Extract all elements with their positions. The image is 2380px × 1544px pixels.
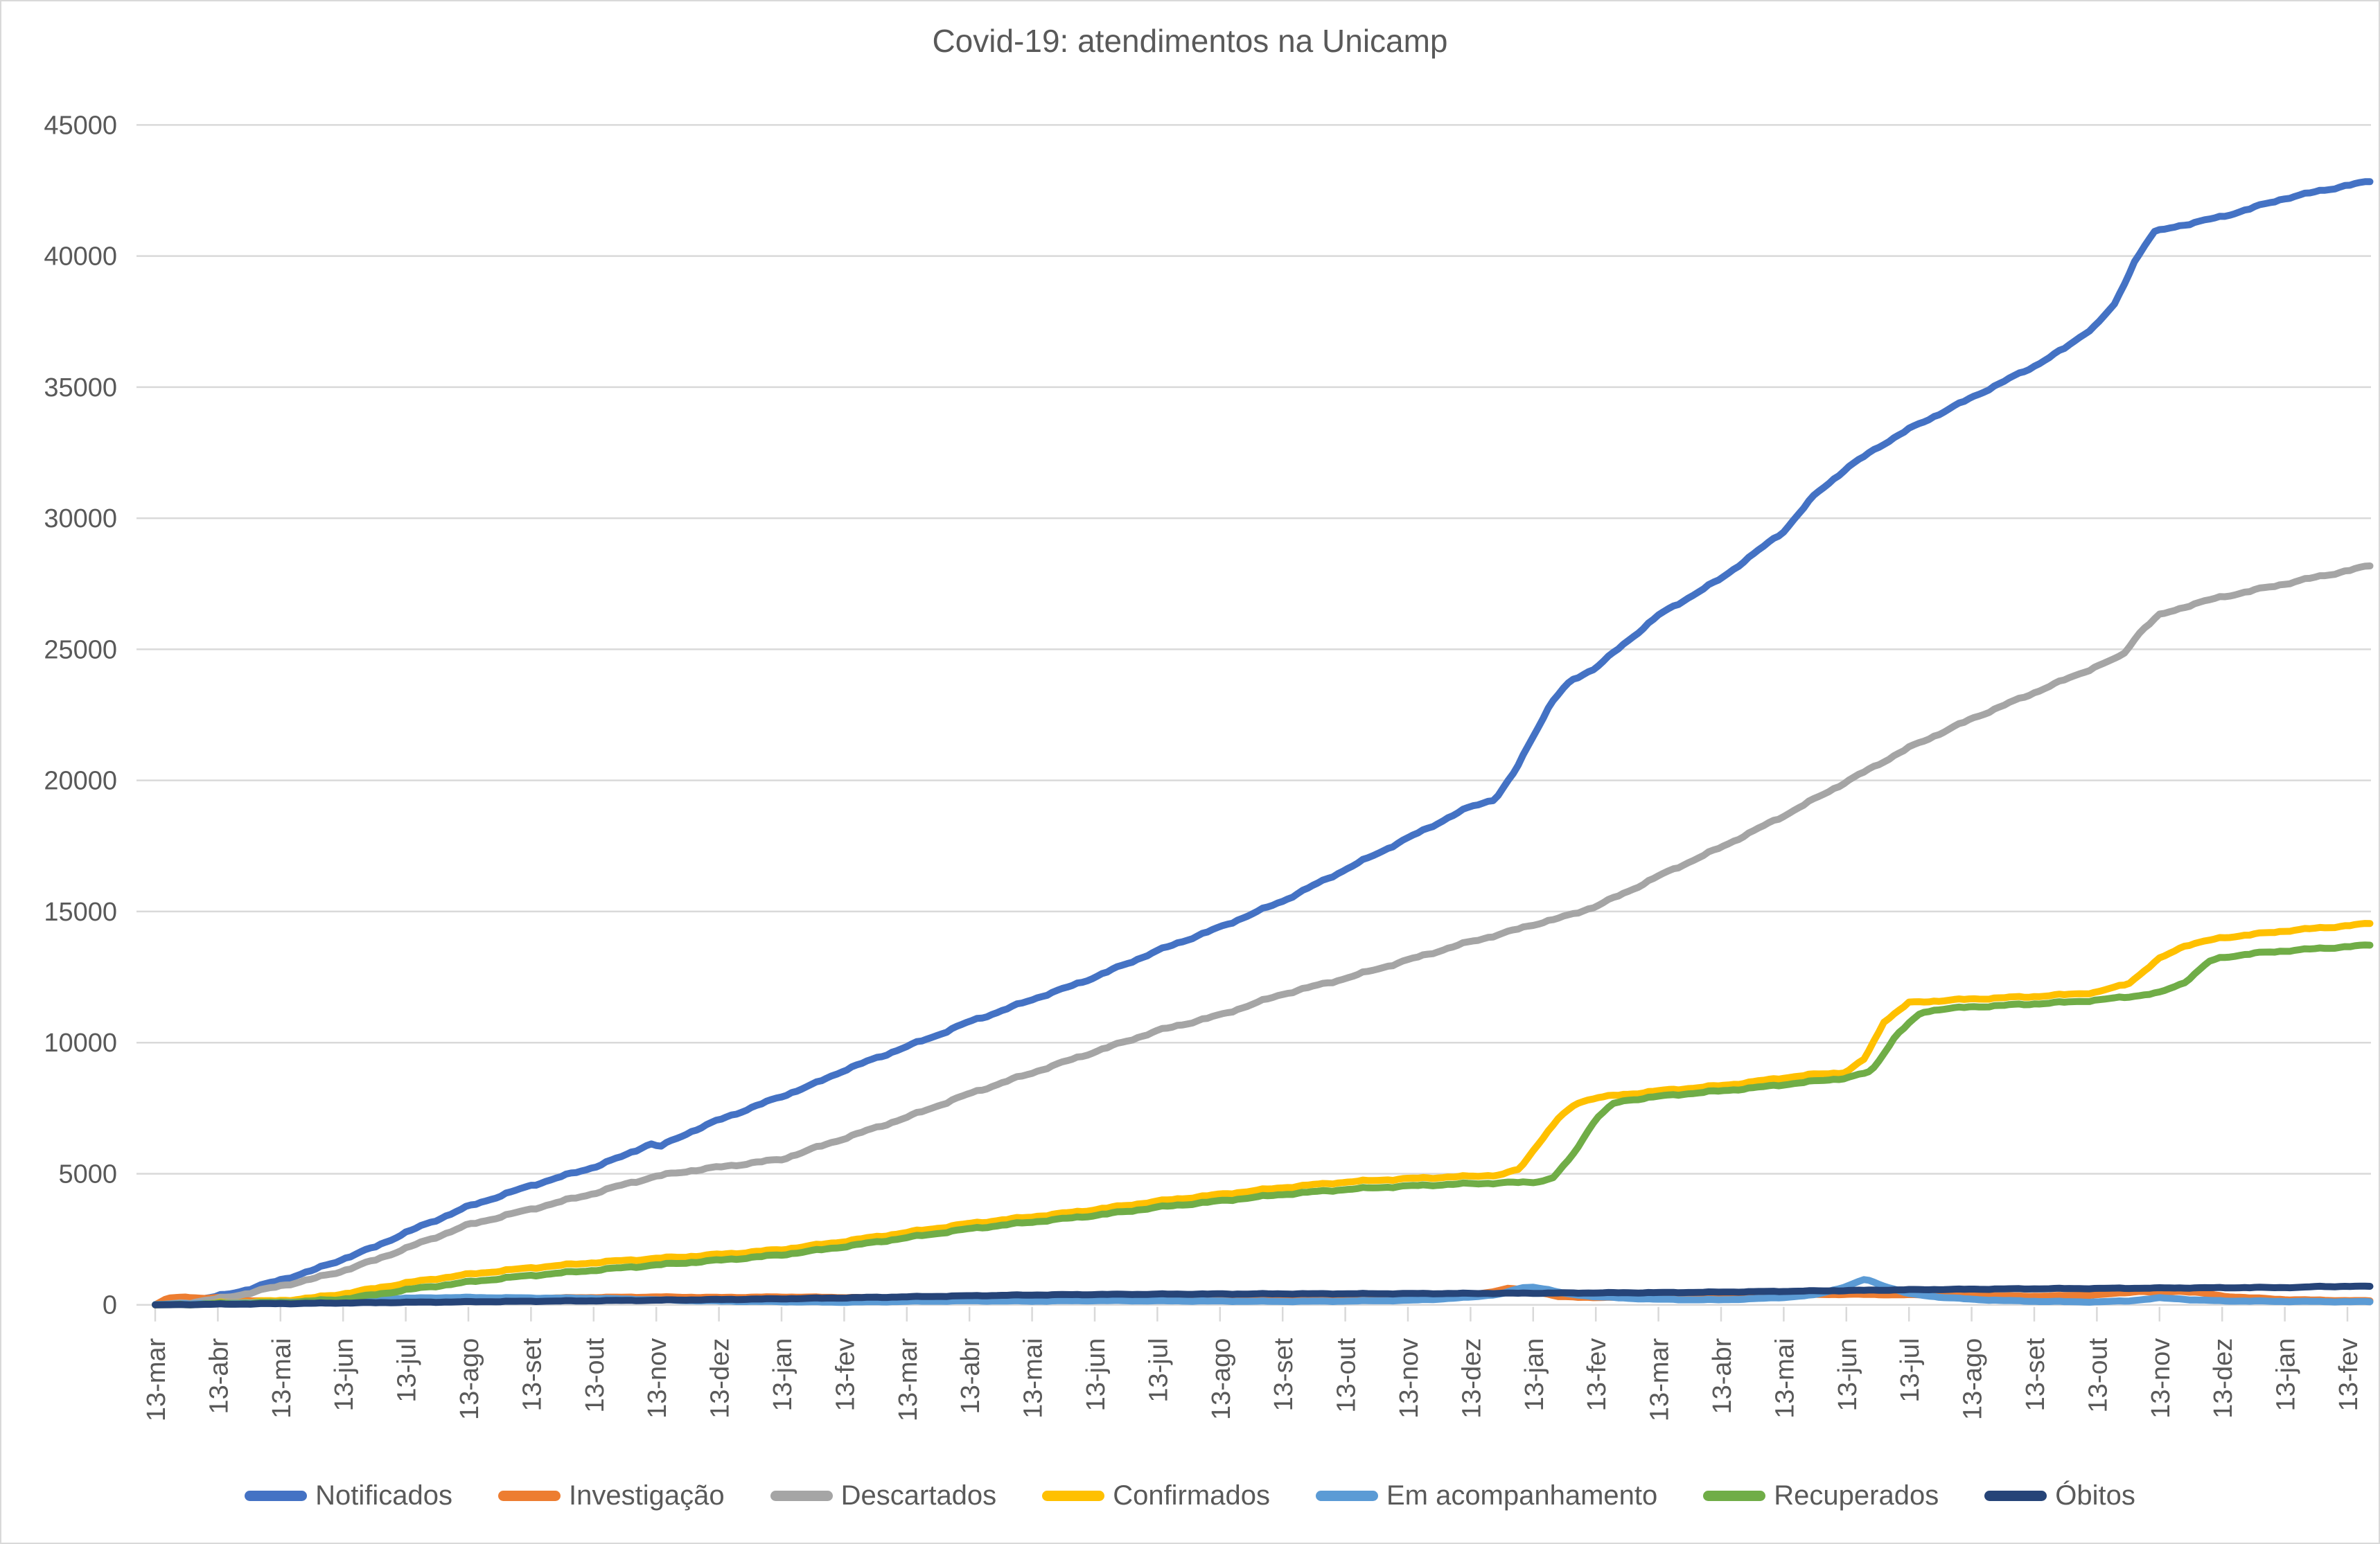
x-axis-label: 13-jul [1144, 1338, 1173, 1403]
legend-item-investiga-o: Investigação [498, 1480, 725, 1511]
y-axis-label: 40000 [44, 242, 117, 272]
x-axis-label: 13-dez [706, 1338, 735, 1419]
x-axis-label: 13-set [2021, 1338, 2050, 1411]
x-axis-label: 13-nov [643, 1338, 672, 1419]
series-line--bitos [152, 1282, 2374, 1308]
x-axis-label: 13-out [1332, 1338, 1361, 1412]
x-axis-label: 13-jul [393, 1338, 422, 1403]
legend-label: Em acompanhamento [1386, 1480, 1658, 1511]
x-axis-label: 13-abr [1708, 1338, 1737, 1414]
series-line-notificados [152, 178, 2374, 1308]
legend-swatch [770, 1490, 833, 1501]
x-axis-label: 13-dez [1457, 1338, 1486, 1419]
x-axis-label: 13-out [2083, 1338, 2113, 1412]
x-axis-label: 13-set [518, 1338, 547, 1411]
x-axis-label: 13-jan [768, 1338, 797, 1412]
y-axis-label: 0 [103, 1291, 117, 1320]
legend-item-notificados: Notificados [245, 1480, 452, 1511]
x-axis-label: 13-jun [1082, 1338, 1111, 1412]
x-axis-label: 13-ago [1959, 1338, 1988, 1420]
legend-swatch [1703, 1490, 1766, 1501]
y-axis-label: 35000 [44, 373, 117, 402]
x-axis-label: 13-fev [1583, 1338, 1612, 1412]
y-axis-label: 15000 [44, 898, 117, 927]
legend-item-confirmados: Confirmados [1042, 1480, 1270, 1511]
x-axis-label: 13-mai [1770, 1338, 1799, 1419]
chart-title: Covid-19: atendimentos na Unicamp [932, 23, 1448, 59]
x-axis-label: 13-mai [267, 1338, 297, 1419]
legend-swatch [498, 1490, 561, 1501]
x-axis-label: 13-jun [1833, 1338, 1862, 1412]
legend-swatch [1315, 1490, 1378, 1501]
legend-item-descartados: Descartados [770, 1480, 997, 1511]
x-axis-label: 13-jul [1896, 1338, 1925, 1403]
x-axis-label: 13-dez [2209, 1338, 2238, 1419]
legend-item-recuperados: Recuperados [1703, 1480, 1939, 1511]
legend-label: Recuperados [1774, 1480, 1939, 1511]
series-line-recuperados [152, 941, 2374, 1308]
y-axis-label: 20000 [44, 767, 117, 796]
x-axis-label: 13-jan [1520, 1338, 1549, 1412]
legend-swatch [245, 1490, 308, 1501]
legend-swatch [1984, 1490, 2047, 1501]
x-axis-label: 13-fev [2334, 1338, 2363, 1412]
x-axis-label: 13-abr [204, 1338, 233, 1414]
legend-label: Notificados [315, 1480, 453, 1511]
legend-item-em-acompanhamento: Em acompanhamento [1315, 1480, 1658, 1511]
y-axis-label: 45000 [44, 111, 117, 140]
legend-item--bitos: Óbitos [1984, 1480, 2135, 1511]
x-axis-label: 13-mai [1019, 1338, 1048, 1419]
y-axis-label: 5000 [58, 1160, 117, 1189]
y-axis-label: 25000 [44, 635, 117, 664]
legend-label: Investigação [569, 1480, 725, 1511]
y-axis-label: 10000 [44, 1029, 117, 1058]
legend-label: Óbitos [2055, 1480, 2135, 1511]
x-axis-label: 13-nov [2147, 1338, 2176, 1419]
x-axis-label: 13-abr [956, 1338, 985, 1414]
x-axis-label: 13-mar [894, 1338, 923, 1421]
x-axis-label: 13-mar [1646, 1338, 1675, 1421]
x-axis-label: 13-nov [1395, 1338, 1424, 1419]
chart-legend: Notificados Investigação Descartados Confir… [1, 1464, 2379, 1527]
x-axis-label: 13-jan [2272, 1338, 2301, 1412]
legend-label: Confirmados [1113, 1480, 1270, 1511]
legend-swatch [1042, 1490, 1105, 1501]
series-line-confirmados [152, 920, 2374, 1308]
x-axis-label: 13-ago [455, 1338, 484, 1420]
x-axis-label: 13-out [581, 1338, 610, 1412]
x-axis-label: 13-jun [330, 1338, 359, 1412]
y-axis-label: 30000 [44, 504, 117, 533]
x-axis-label: 13-fev [831, 1338, 860, 1412]
x-axis-label: 13-ago [1207, 1338, 1236, 1420]
x-axis-label: 13-set [1269, 1338, 1298, 1411]
x-axis-label: 13-mar [142, 1338, 171, 1421]
series-line-descartados [152, 562, 2374, 1308]
legend-label: Descartados [840, 1480, 997, 1511]
